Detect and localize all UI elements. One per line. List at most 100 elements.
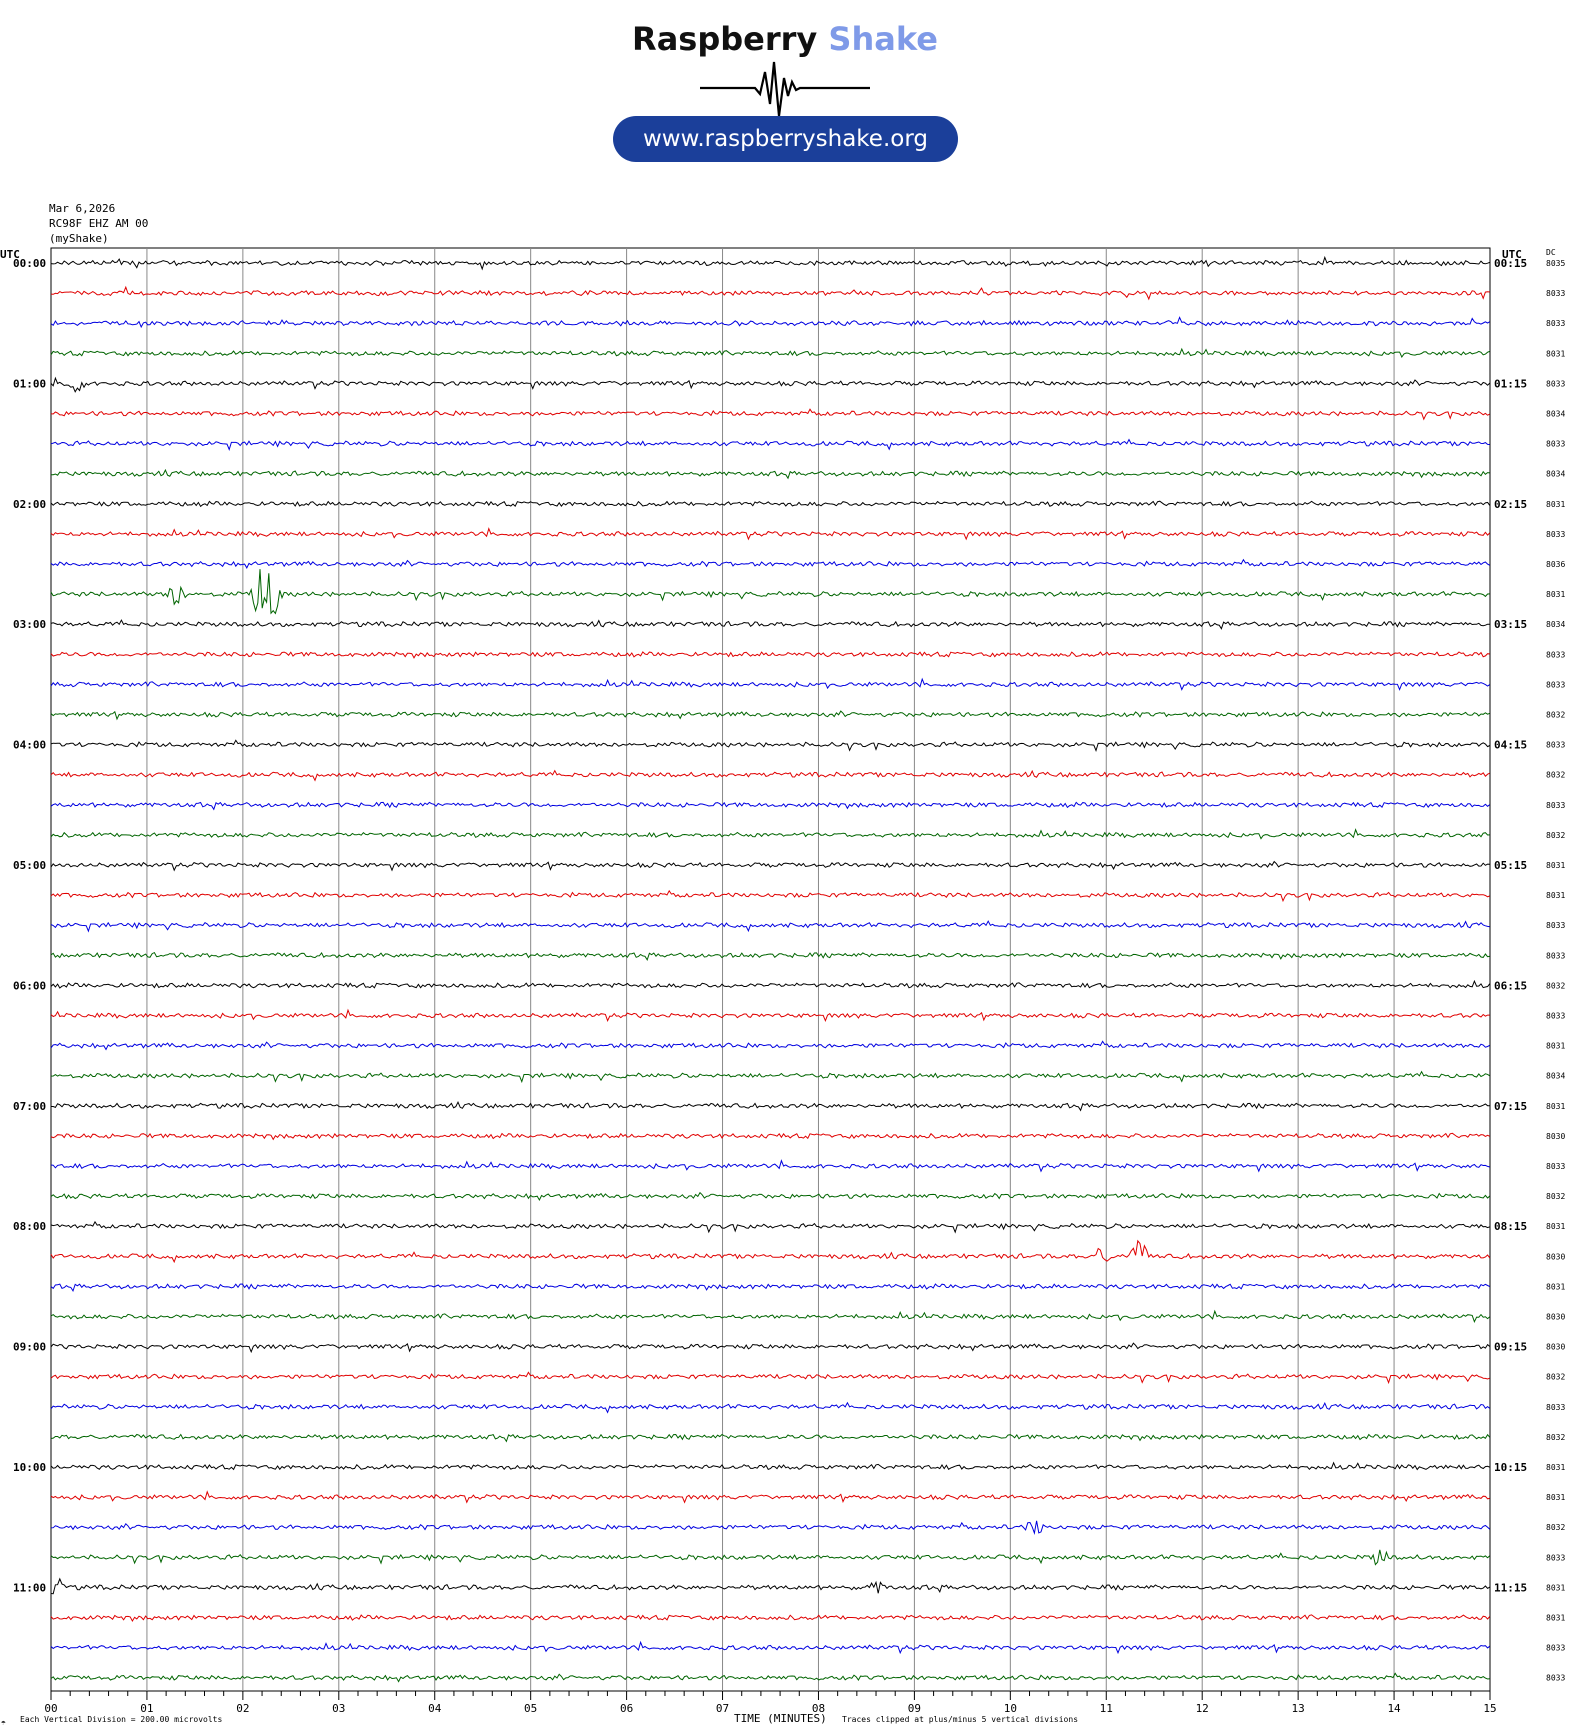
left-utc-label: 08:00 [13, 1220, 46, 1233]
seismic-trace [50, 408, 1491, 421]
x-tick-label: 06 [620, 1702, 633, 1715]
dc-offset-label: 8030 [1546, 1132, 1565, 1141]
dc-offset-label: 8031 [1546, 861, 1565, 870]
seismic-trace [50, 316, 1491, 329]
x-tick-label: 02 [236, 1702, 249, 1715]
station-code: RC98F EHZ AM 00 [49, 217, 149, 230]
x-tick-label: 15 [1483, 1702, 1496, 1715]
seismic-trace [50, 1008, 1490, 1023]
seismic-trace [50, 1672, 1490, 1683]
dc-offset-label: 8031 [1546, 1282, 1565, 1291]
dc-offset-label: 8030 [1546, 1343, 1565, 1352]
seismic-trace [50, 619, 1490, 630]
dc-offset-label: 8032 [1546, 1373, 1565, 1382]
x-tick-label: 04 [428, 1702, 442, 1715]
seismic-trace [50, 1401, 1491, 1414]
x-tick-label: 00 [44, 1702, 57, 1715]
dc-offset-label: 8032 [1546, 1523, 1565, 1532]
x-tick-label: 12 [1196, 1702, 1209, 1715]
dc-offset-label: 8032 [1546, 831, 1565, 840]
x-tick-label: 01 [140, 1702, 153, 1715]
dc-offset-label: 8033 [1546, 1644, 1565, 1653]
seismic-trace [50, 1191, 1491, 1202]
seismic-trace [50, 1342, 1491, 1354]
seismic-trace [50, 569, 1490, 615]
right-utc-label: 05:15 [1494, 859, 1527, 872]
seismic-trace [50, 285, 1490, 301]
left-utc-label: 00:00 [13, 257, 46, 270]
x-tick-label: 08 [812, 1702, 825, 1715]
seismic-trace [50, 347, 1490, 359]
chart-date: Mar 6,2026 [49, 202, 116, 215]
seismic-trace [50, 651, 1490, 659]
x-tick-label: 03 [332, 1702, 345, 1715]
left-axis-title: UTC [0, 248, 20, 261]
division-note: Each Vertical Division = 200.00 microvol… [20, 1715, 222, 1724]
seismic-trace [50, 801, 1491, 811]
seismic-trace [50, 1490, 1490, 1504]
dc-offset-label: 8034 [1546, 470, 1565, 479]
dc-offset-label: 8033 [1546, 741, 1565, 750]
dc-offset-label: 8033 [1546, 1012, 1565, 1021]
x-axis-title: TIME (MINUTES) [734, 1712, 827, 1725]
seismic-trace [50, 1577, 1491, 1595]
x-tick-label: 05 [524, 1702, 537, 1715]
raspberry-shake-logo: Raspberry Shake www.raspberryshake.org [600, 20, 970, 170]
dc-offset-label: 8033 [1546, 1553, 1565, 1562]
dc-offset-label: 8031 [1546, 590, 1565, 599]
x-tick-label: 10 [1004, 1702, 1017, 1715]
left-utc-label: 04:00 [13, 739, 46, 752]
dc-offset-label: 8035 [1546, 259, 1565, 268]
seismic-trace [50, 1520, 1491, 1536]
dc-offset-label: 8032 [1546, 771, 1565, 780]
dc-offset-label: 8032 [1546, 1433, 1565, 1442]
dc-offset-label: 8031 [1546, 349, 1565, 358]
left-utc-label: 11:00 [13, 1581, 46, 1594]
dc-offset-label: 8030 [1546, 1252, 1565, 1261]
brand-name: Raspberry Shake [600, 20, 970, 58]
right-utc-label: 00:15 [1494, 257, 1527, 270]
seismic-trace [50, 255, 1490, 271]
seismic-trace [50, 889, 1490, 903]
right-utc-label: 07:15 [1494, 1100, 1527, 1113]
seismic-trace [50, 979, 1491, 989]
dc-offset-label: 8033 [1546, 801, 1565, 810]
seismic-trace [50, 951, 1490, 961]
seismic-trace [50, 710, 1490, 721]
dc-offset-label: 8033 [1546, 530, 1565, 539]
seismic-trace [50, 920, 1490, 933]
seismic-trace [50, 1239, 1491, 1264]
plot-frame [50, 247, 1491, 1692]
seismic-trace [50, 1640, 1491, 1655]
left-utc-label: 01:00 [13, 377, 46, 390]
left-utc-label: 07:00 [13, 1100, 46, 1113]
seismic-trace [50, 1283, 1491, 1293]
dc-offset-label: 8034 [1546, 410, 1565, 419]
dc-offset-label: 8032 [1546, 981, 1565, 990]
seismic-trace [50, 527, 1491, 541]
right-utc-label: 04:15 [1494, 739, 1527, 752]
seismic-trace [50, 500, 1491, 508]
dc-offset-label: 8031 [1546, 1042, 1565, 1051]
seismic-trace [50, 1371, 1490, 1385]
seismic-trace [50, 677, 1491, 691]
left-utc-label: 03:00 [13, 618, 46, 631]
right-utc-label: 11:15 [1494, 1581, 1527, 1594]
seismic-trace [50, 1040, 1491, 1051]
dc-offset-label: 8030 [1546, 1313, 1565, 1322]
seismic-trace [50, 1461, 1490, 1471]
dc-offset-label: 8033 [1546, 289, 1565, 298]
website-url-link[interactable]: www.raspberryshake.org [613, 116, 958, 162]
seismic-trace [50, 1220, 1490, 1234]
right-axis-title: UTC [1502, 248, 1522, 261]
dc-offset-label: 8033 [1546, 921, 1565, 930]
seismic-trace [50, 1159, 1490, 1173]
dc-offset-label: 8033 [1546, 379, 1565, 388]
right-utc-label: 09:15 [1494, 1341, 1527, 1354]
left-utc-label: 09:00 [13, 1341, 46, 1354]
right-utc-label: 08:15 [1494, 1220, 1527, 1233]
dc-offset-label: 8033 [1546, 319, 1565, 328]
dc-offset-label: 8034 [1546, 620, 1565, 629]
dc-offset-label: 8032 [1546, 711, 1565, 720]
